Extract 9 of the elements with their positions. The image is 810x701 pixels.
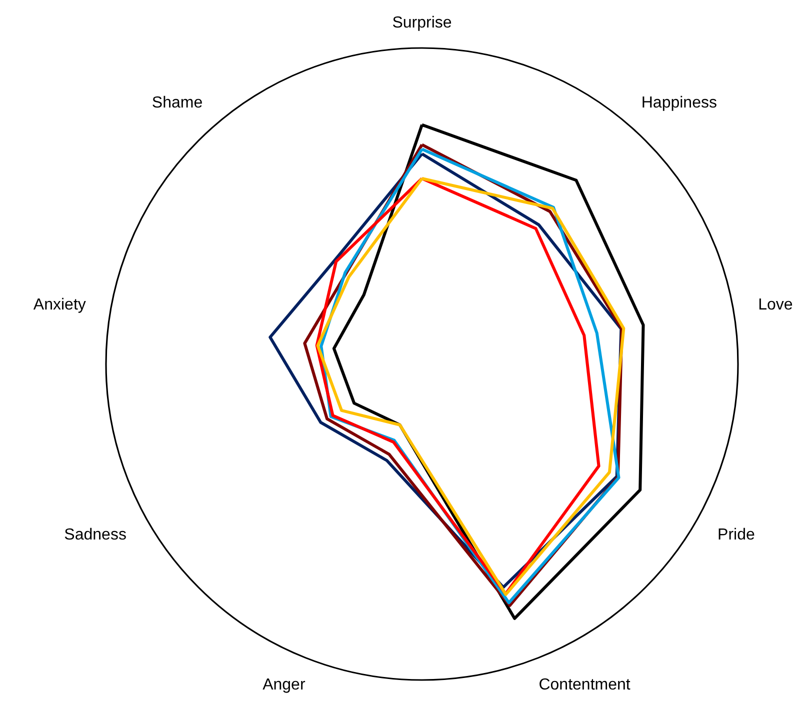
spoke-label: Contentment — [538, 676, 631, 694]
spoke-label: Shame — [152, 94, 203, 112]
spoke-label: Sadness — [64, 526, 126, 544]
spoke-label: Anxiety — [33, 296, 86, 314]
spoke-label: Anger — [262, 676, 306, 694]
spoke-label: Love — [758, 296, 793, 314]
spoke-label: Surprise — [392, 14, 452, 32]
spoke-label: Happiness — [641, 94, 717, 112]
spoke-label: Pride — [718, 526, 756, 544]
